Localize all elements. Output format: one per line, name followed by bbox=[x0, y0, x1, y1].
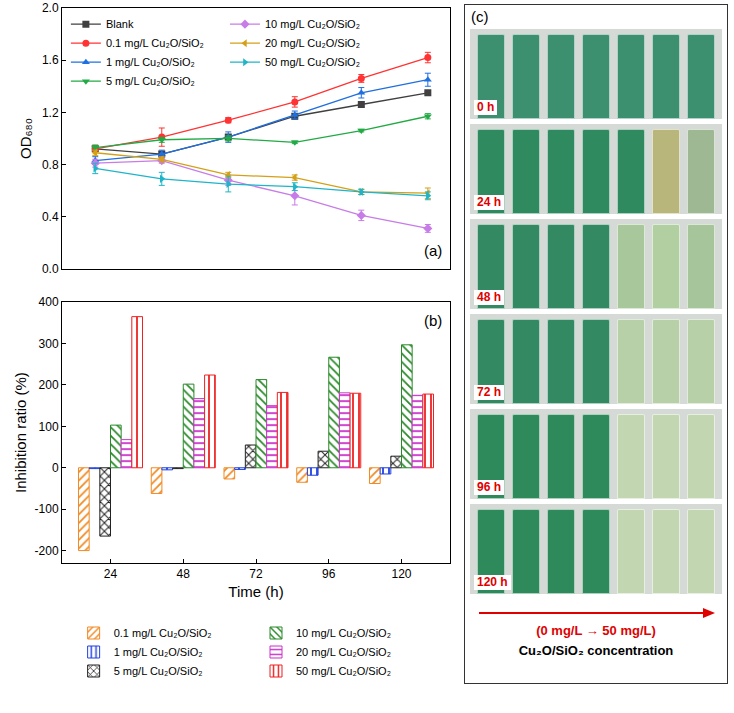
svg-text:20 mg/L Cu₂O/SiO₂: 20 mg/L Cu₂O/SiO₂ bbox=[296, 646, 391, 658]
html-text:(c): (c) bbox=[471, 8, 489, 25]
svg-text:120: 120 bbox=[391, 567, 411, 581]
svg-text:5 mg/L Cu₂O/SiO₂: 5 mg/L Cu₂O/SiO₂ bbox=[114, 665, 203, 677]
html-text:72 h: 72 h bbox=[477, 385, 501, 399]
html-text:48 h: 48 h bbox=[477, 290, 501, 304]
svg-text:(b): (b) bbox=[424, 312, 442, 329]
svg-text:(a): (a) bbox=[424, 242, 442, 259]
svg-text:1.2: 1.2 bbox=[42, 106, 59, 120]
svg-text:10 mg/L Cu₂O/SiO₂: 10 mg/L Cu₂O/SiO₂ bbox=[265, 18, 360, 30]
svg-text:Blank: Blank bbox=[106, 18, 134, 30]
html-text:96 h: 96 h bbox=[477, 480, 501, 494]
svg-text:200: 200 bbox=[39, 378, 59, 392]
svg-text:1 mg/L Cu₂O/SiO₂: 1 mg/L Cu₂O/SiO₂ bbox=[114, 646, 203, 658]
svg-text:50 mg/L Cu₂O/SiO₂: 50 mg/L Cu₂O/SiO₂ bbox=[296, 665, 391, 677]
svg-text:Inhibition ratio (%): Inhibition ratio (%) bbox=[12, 372, 29, 493]
svg-text:100: 100 bbox=[39, 420, 59, 434]
svg-text:24: 24 bbox=[104, 567, 118, 581]
svg-text:72: 72 bbox=[249, 567, 263, 581]
svg-text:48: 48 bbox=[177, 567, 191, 581]
svg-text:400: 400 bbox=[39, 295, 59, 309]
svg-text:50 mg/L Cu₂O/SiO₂: 50 mg/L Cu₂O/SiO₂ bbox=[265, 56, 360, 68]
svg-text:1.6: 1.6 bbox=[42, 53, 59, 67]
svg-text:2.0: 2.0 bbox=[42, 1, 59, 15]
svg-text:0.1 mg/L Cu₂O/SiO₂: 0.1 mg/L Cu₂O/SiO₂ bbox=[114, 627, 212, 639]
svg-text:Time (h): Time (h) bbox=[228, 583, 283, 600]
svg-text:0.8: 0.8 bbox=[42, 158, 59, 172]
html-text:(0 mg/L → 50 mg/L): (0 mg/L → 50 mg/L) bbox=[536, 623, 656, 638]
html-text:120 h: 120 h bbox=[477, 575, 508, 589]
svg-text:300: 300 bbox=[39, 337, 59, 351]
svg-text:5 mg/L Cu₂O/SiO₂: 5 mg/L Cu₂O/SiO₂ bbox=[106, 75, 195, 87]
svg-text:-200: -200 bbox=[35, 544, 59, 558]
html-text:24 h: 24 h bbox=[477, 195, 501, 209]
svg-text:20 mg/L Cu₂O/SiO₂: 20 mg/L Cu₂O/SiO₂ bbox=[265, 37, 360, 49]
svg-text:-100: -100 bbox=[35, 502, 59, 516]
svg-text:0.1 mg/L Cu₂O/SiO₂: 0.1 mg/L Cu₂O/SiO₂ bbox=[106, 37, 204, 49]
svg-text:10 mg/L Cu₂O/SiO₂: 10 mg/L Cu₂O/SiO₂ bbox=[296, 627, 391, 639]
svg-text:0.4: 0.4 bbox=[42, 210, 59, 224]
svg-text:96: 96 bbox=[322, 567, 336, 581]
html-text:0 h: 0 h bbox=[477, 100, 495, 114]
svg-text:1 mg/L Cu₂O/SiO₂: 1 mg/L Cu₂O/SiO₂ bbox=[106, 56, 195, 68]
svg-text:0: 0 bbox=[52, 461, 59, 475]
svg-text:OD₆₈₀: OD₆₈₀ bbox=[17, 118, 34, 159]
html-text:Cu₂O/SiO₂ concentration: Cu₂O/SiO₂ concentration bbox=[518, 643, 674, 658]
svg-text:0.0: 0.0 bbox=[42, 262, 59, 276]
